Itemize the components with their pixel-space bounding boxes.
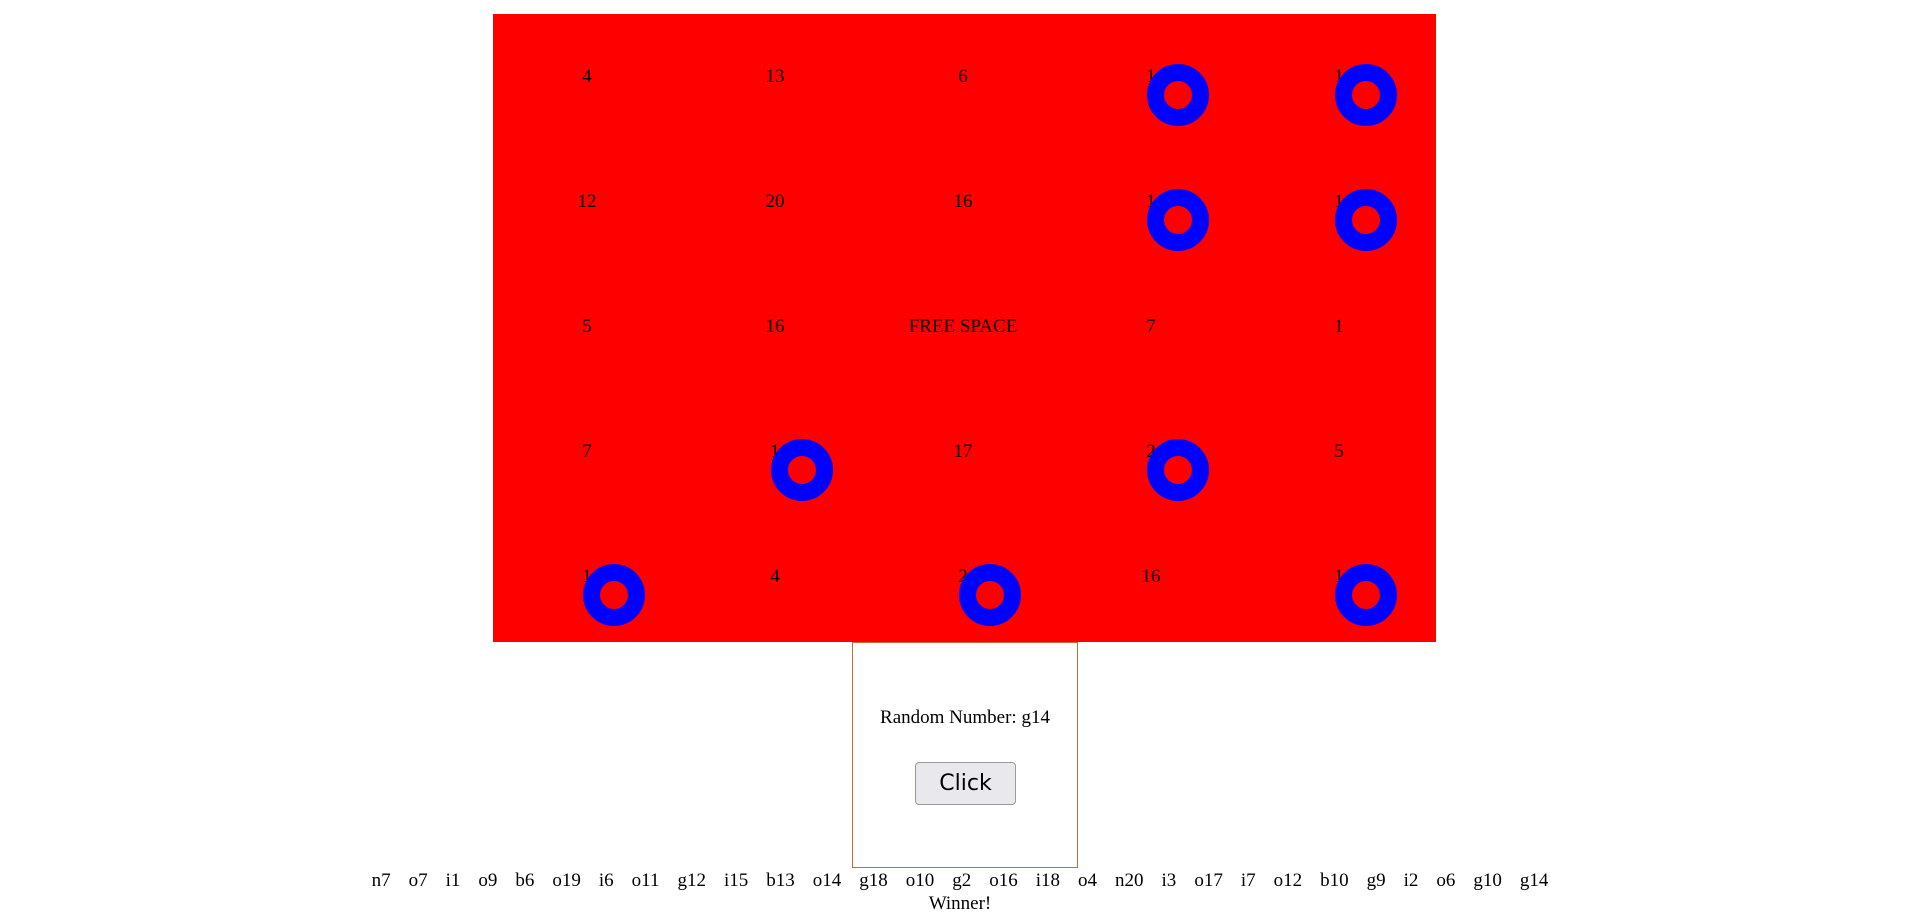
board-cell[interactable]: 1 (1245, 264, 1433, 389)
cell-number: 2 (1146, 441, 1156, 462)
cell-number: 4 (582, 66, 592, 87)
winner-message: Winner! (928, 893, 992, 914)
board-cell[interactable]: 1 (1245, 14, 1433, 139)
board-cell[interactable]: 1 (1245, 139, 1433, 264)
board-cell[interactable]: 1 (1057, 14, 1245, 139)
board-cell[interactable]: 5 (493, 264, 681, 389)
cell-number: 1 (1334, 66, 1344, 87)
cell-number: 17 (953, 441, 973, 462)
cell-number: 5 (582, 316, 592, 337)
called-number: b13 (766, 870, 795, 891)
free-space-label: FREE SPACE (908, 316, 1018, 337)
called-number: i3 (1161, 870, 1177, 891)
cell-number: 1 (1146, 191, 1156, 212)
marker-ring-icon (1335, 189, 1397, 251)
called-number: o17 (1194, 870, 1223, 891)
called-number: g12 (677, 870, 706, 891)
cell-number: 1 (1334, 566, 1344, 587)
called-number: g14 (1519, 870, 1549, 891)
called-number: i1 (445, 870, 461, 891)
called-number: o10 (905, 870, 935, 891)
board-cell[interactable]: 16 (869, 139, 1057, 264)
called-number: g10 (1473, 870, 1502, 891)
board-cell[interactable]: 7 (493, 389, 681, 514)
called-number: g9 (1366, 870, 1386, 891)
cell-number: 16 (953, 191, 973, 212)
called-number: i18 (1035, 870, 1061, 891)
board-cell[interactable]: 1 (1245, 514, 1433, 639)
control-panel: Random Number: g14 Click (852, 642, 1078, 868)
marker-ring-icon (771, 439, 833, 501)
cell-number: 1 (582, 566, 592, 587)
cell-number: 2 (958, 566, 968, 587)
board-cell[interactable]: 1 (493, 514, 681, 639)
called-number: i6 (598, 870, 614, 891)
called-number: i2 (1403, 870, 1419, 891)
cell-number: 6 (958, 66, 968, 87)
marker-ring-icon (1147, 64, 1209, 126)
called-number: o7 (408, 870, 428, 891)
cell-number: 1 (1146, 66, 1156, 87)
board-cell[interactable]: 2 (1057, 389, 1245, 514)
cell-number: 4 (770, 566, 780, 587)
cell-number: 16 (1141, 566, 1161, 587)
marker-ring-icon (1335, 64, 1397, 126)
board-cell[interactable]: 13 (681, 14, 869, 139)
cell-number: 7 (582, 441, 592, 462)
called-number: o12 (1273, 870, 1303, 891)
marker-ring-icon (1335, 564, 1397, 626)
board-cell[interactable]: 2 (869, 514, 1057, 639)
board-cell[interactable]: 12 (493, 139, 681, 264)
board-cell[interactable]: 1 (681, 389, 869, 514)
board-cell[interactable]: 6 (869, 14, 1057, 139)
called-number: n7 (371, 870, 391, 891)
board-cell[interactable]: 5 (1245, 389, 1433, 514)
cell-number: 1 (1334, 316, 1344, 337)
called-number: g18 (859, 870, 888, 891)
called-number: o14 (812, 870, 842, 891)
called-numbers-list: n7 o7 i1 o9 b6 o19 i6 o11 g12 i15 b13 o14 g18 o10 g2 o1… (0, 869, 1920, 893)
marker-ring-icon (583, 564, 645, 626)
cell-number: 12 (577, 191, 597, 212)
called-number: i15 (723, 870, 749, 891)
board-cell[interactable]: 20 (681, 139, 869, 264)
board-cell[interactable]: 16 (681, 264, 869, 389)
called-number: o11 (631, 870, 660, 891)
called-number: o19 (552, 870, 581, 891)
marker-ring-icon (959, 564, 1021, 626)
called-number: b6 (515, 870, 535, 891)
cell-number: 16 (765, 316, 785, 337)
called-number: g2 (952, 870, 972, 891)
cell-number: 20 (765, 191, 785, 212)
called-number: o4 (1078, 870, 1098, 891)
marker-ring-icon (1147, 189, 1209, 251)
cell-number: 1 (770, 441, 780, 462)
called-number: o9 (478, 870, 498, 891)
cell-number: 13 (765, 66, 785, 87)
called-number: n20 (1115, 870, 1144, 891)
bingo-board: 4 13 6 1 1 12 20 16 1 1 5 16 FREE SPACE 7 1 7 1 17 2 5 1 4 2 16… (493, 14, 1436, 642)
board-cell[interactable]: 7 (1057, 264, 1245, 389)
called-number: o6 (1436, 870, 1456, 891)
cell-number: 5 (1334, 441, 1344, 462)
board-cell[interactable]: 1 (1057, 139, 1245, 264)
random-number-label: Random Number: g14 (880, 707, 1050, 728)
cell-number: 7 (1146, 316, 1156, 337)
board-cell[interactable]: FREE SPACE (869, 264, 1057, 389)
called-number: o16 (989, 870, 1018, 891)
called-number: i7 (1240, 870, 1256, 891)
click-button[interactable]: Click (915, 762, 1016, 805)
cell-number: 1 (1334, 191, 1344, 212)
board-cell[interactable]: 4 (681, 514, 869, 639)
board-cell[interactable]: 17 (869, 389, 1057, 514)
board-cell[interactable]: 4 (493, 14, 681, 139)
marker-ring-icon (1147, 439, 1209, 501)
called-number: b10 (1320, 870, 1349, 891)
board-cell[interactable]: 16 (1057, 514, 1245, 639)
